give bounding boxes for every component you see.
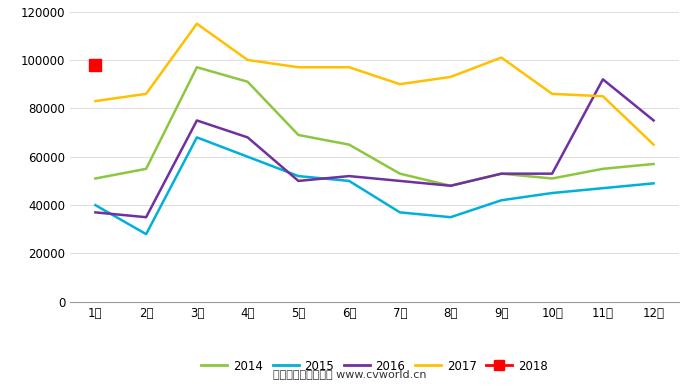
Legend: 2014, 2015, 2016, 2017, 2018: 2014, 2015, 2016, 2017, 2018: [197, 355, 552, 377]
Text: 制图：第一商用车网 www.cvworld.cn: 制图：第一商用车网 www.cvworld.cn: [273, 369, 427, 379]
